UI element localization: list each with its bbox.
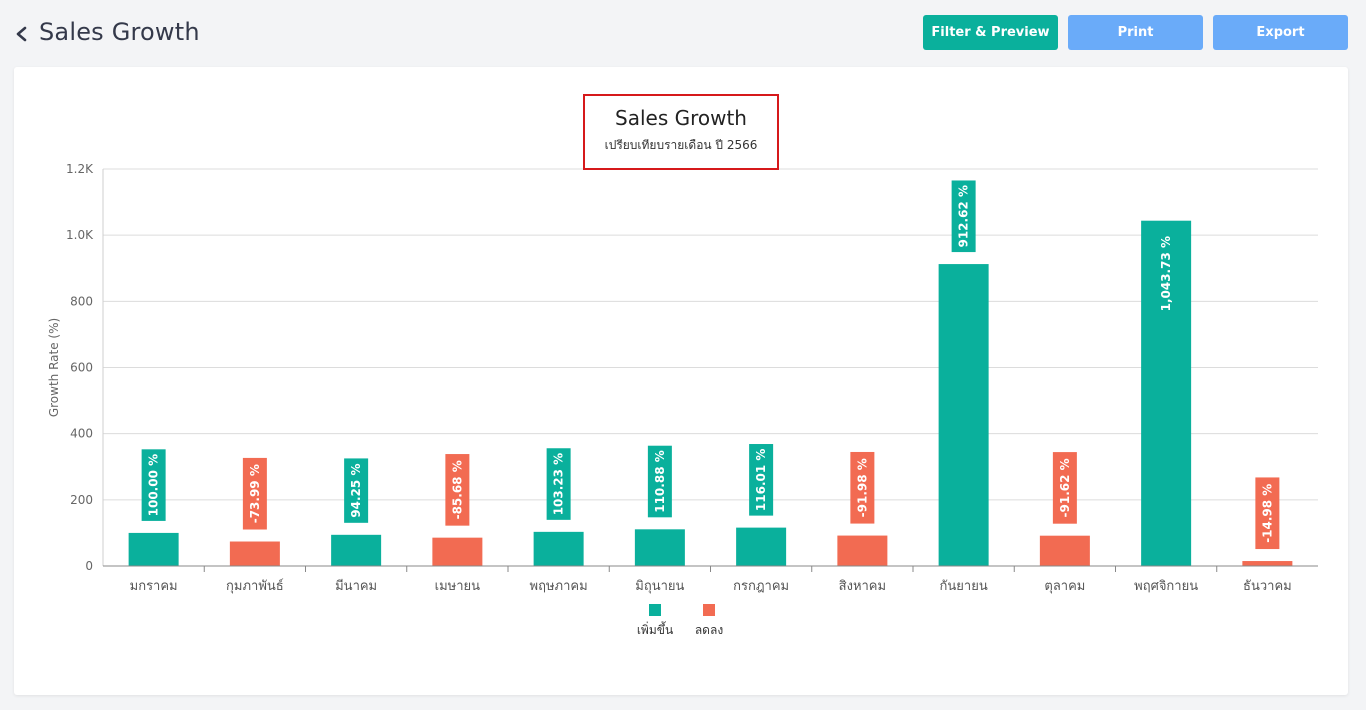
- x-tick-label: มิถุนายน: [635, 579, 684, 594]
- bar-5: [533, 531, 584, 566]
- data-label-2: -73.99 %: [242, 457, 267, 530]
- data-label-badge: [850, 451, 875, 524]
- bar-8: [837, 535, 888, 566]
- legend-label-1[interactable]: เพิ่มขึ้น: [637, 621, 673, 637]
- data-label-text: 912.62 %: [957, 185, 971, 248]
- x-tick-label: ธันวาคม: [1243, 579, 1292, 594]
- data-label-7: 116.01 %: [749, 444, 774, 516]
- data-label-1: 100.00 %: [141, 449, 166, 521]
- data-label-9: 912.62 %: [951, 180, 976, 253]
- data-label-text: -91.98 %: [855, 458, 869, 517]
- bar-9: [938, 264, 989, 566]
- bar-4: [432, 537, 483, 566]
- x-tick-label: กุมภาพันธ์: [226, 578, 284, 594]
- y-tick-label: 800: [70, 294, 93, 308]
- data-label-badge: [141, 449, 166, 521]
- print-button[interactable]: Print: [1068, 15, 1203, 50]
- chart-title-box: Sales Growth เปรียบเทียบรายเดือน ปี 2566: [583, 94, 779, 170]
- y-tick-label: 400: [70, 427, 93, 441]
- data-label-4: -85.68 %: [445, 454, 470, 526]
- data-label-text: 94.25 %: [349, 464, 363, 518]
- y-tick-label: 200: [70, 493, 93, 507]
- chevron-left-icon[interactable]: [12, 20, 32, 48]
- data-label-badge: [344, 458, 369, 523]
- x-tick-label: เมษายน: [435, 579, 480, 594]
- filter-preview-button[interactable]: Filter & Preview: [923, 15, 1058, 50]
- x-tick-label: สิงหาคม: [839, 579, 886, 594]
- chart-card: 100.00 % -73.99 % 94.25 % -85.68 % 103.23 % 1…: [14, 67, 1348, 695]
- data-label-badge: [647, 445, 672, 518]
- data-label-text: 110.88 %: [653, 450, 667, 513]
- data-label-text: 116.01 %: [754, 449, 768, 512]
- bar-1: [128, 532, 179, 566]
- x-tick-label: ตุลาคม: [1044, 579, 1085, 594]
- x-tick-label: กันยายน: [940, 579, 988, 594]
- x-tick-label: กรกฎาคม: [733, 579, 789, 594]
- data-label-text: 100.00 %: [147, 454, 161, 517]
- data-label-text: 103.23 %: [552, 453, 566, 516]
- legend-label-2[interactable]: ลดลง: [695, 623, 723, 637]
- data-label-badge: [1052, 452, 1077, 524]
- legend-swatch-1[interactable]: [649, 604, 661, 616]
- data-label-badge: [242, 457, 267, 530]
- data-label-11: 1,043.73 %: [1154, 230, 1179, 317]
- x-tick-label: มีนาคม: [335, 578, 377, 594]
- chart-title: Sales Growth: [615, 106, 747, 130]
- data-label-text: -85.68 %: [450, 460, 464, 519]
- data-label-text: -91.62 %: [1058, 458, 1072, 517]
- x-tick-label: มกราคม: [130, 579, 178, 594]
- data-label-text: -73.99 %: [248, 464, 262, 523]
- data-label-12: -14.98 %: [1255, 477, 1280, 550]
- data-label-text: 1,043.73 %: [1159, 236, 1173, 311]
- y-tick-label: 0: [85, 559, 93, 573]
- data-label-badge: [1154, 230, 1179, 317]
- bar-chart: 100.00 % -73.99 % 94.25 % -85.68 % 103.23 % 1…: [47, 162, 1318, 637]
- bar-6: [634, 529, 685, 566]
- data-label-5: 103.23 %: [546, 448, 571, 520]
- data-label-badge: [546, 448, 571, 520]
- bar-3: [331, 534, 382, 566]
- data-label-badge: [749, 444, 774, 516]
- x-tick-label: พฤศจิกายน: [1134, 579, 1198, 594]
- x-tick-label: พฤษภาคม: [530, 579, 588, 594]
- bar-10: [1039, 535, 1090, 566]
- legend-swatch-2[interactable]: [703, 604, 715, 616]
- y-tick-label: 1.2K: [66, 162, 94, 176]
- page-title: Sales Growth: [39, 18, 200, 46]
- data-label-badge: [445, 454, 470, 526]
- data-label-3: 94.25 %: [344, 458, 369, 523]
- data-label-badge: [1255, 477, 1280, 550]
- data-label-8: -91.98 %: [850, 451, 875, 524]
- data-label-10: -91.62 %: [1052, 452, 1077, 524]
- bar-12: [1242, 561, 1293, 566]
- data-label-text: -14.98 %: [1260, 484, 1274, 543]
- y-tick-label: 600: [70, 361, 93, 375]
- top-bar: Sales Growth Filter & Preview Print Expo…: [0, 0, 1366, 66]
- bar-7: [736, 527, 787, 566]
- y-tick-label: 1.0K: [66, 228, 94, 242]
- data-label-6: 110.88 %: [647, 445, 672, 518]
- chart-subtitle: เปรียบเทียบรายเดือน ปี 2566: [604, 138, 758, 152]
- export-button[interactable]: Export: [1213, 15, 1348, 50]
- data-label-badge: [951, 180, 976, 253]
- y-axis-title: Growth Rate (%): [47, 318, 61, 417]
- bar-2: [229, 541, 280, 566]
